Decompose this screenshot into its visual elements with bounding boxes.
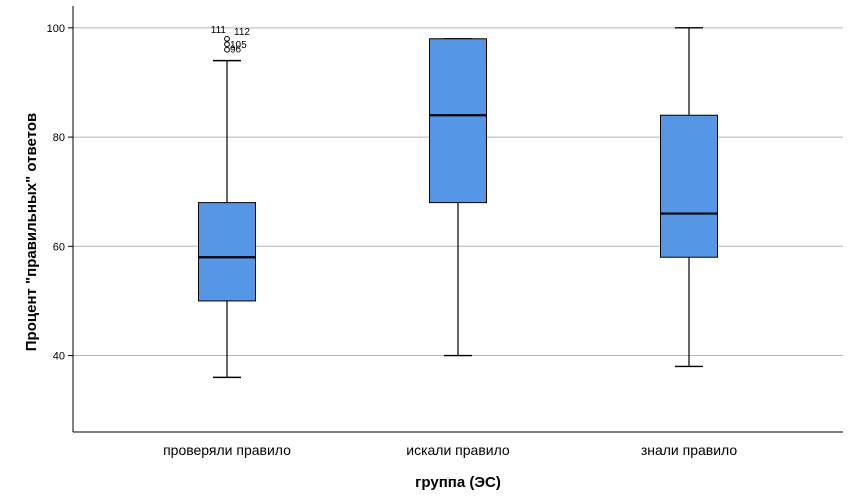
outlier-point: [224, 41, 230, 48]
outlier-point: [224, 35, 230, 42]
box-group-3: [660, 27, 718, 368]
y-tick-label-80: 80: [53, 132, 65, 144]
x-axis-title: группа (ЭС): [415, 474, 501, 491]
y-tick-labels: 40 60 80 100: [47, 23, 65, 363]
x-category-labels: проверяли правило искали правило знали пра…: [163, 442, 737, 458]
x-category-label-1: проверяли правило: [163, 442, 291, 458]
outlier-label: 96: [230, 45, 242, 56]
y-axis-title: Процент "правильных" ответов: [23, 113, 40, 351]
iqr-box: [198, 202, 256, 302]
box-group-2: [429, 38, 487, 357]
y-tick-label-60: 60: [53, 241, 65, 253]
x-category-label-3: знали правило: [641, 442, 738, 458]
outlier-label: 112: [234, 27, 250, 38]
iqr-box: [660, 114, 718, 258]
outlier-label: 111: [211, 25, 227, 36]
axes: [68, 6, 843, 433]
y-tick-label-40: 40: [53, 351, 65, 363]
y-tick-label-100: 100: [47, 23, 65, 35]
outlier-label: 105: [230, 40, 247, 51]
x-category-label-2: искали правило: [406, 442, 510, 458]
outlier-point: [224, 46, 230, 53]
iqr-box: [429, 38, 487, 204]
